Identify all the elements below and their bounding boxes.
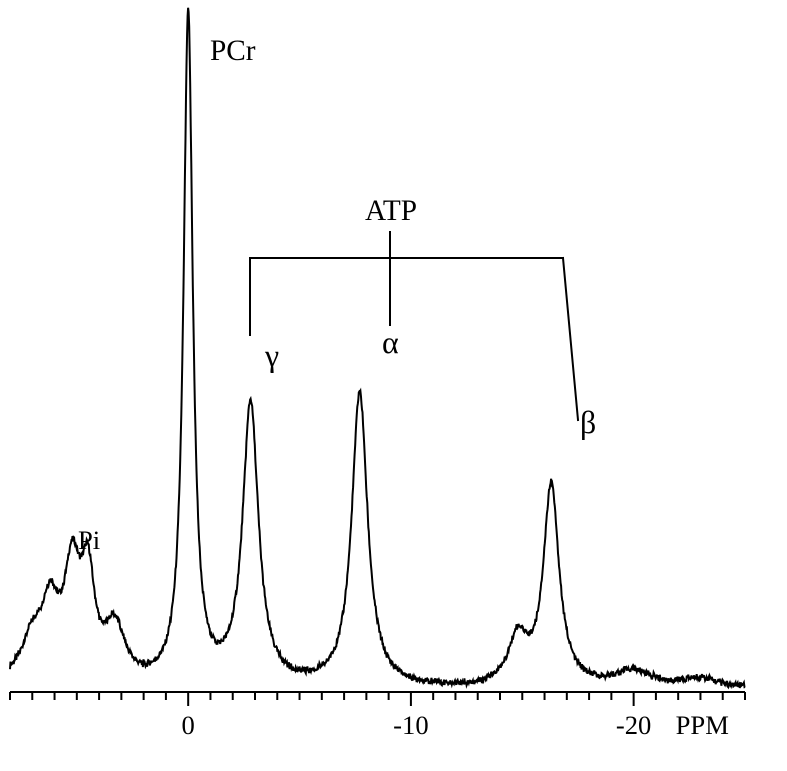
tick-label-neg20: -20: [616, 710, 651, 741]
spectrum-canvas: [0, 0, 787, 771]
label-alpha: α: [382, 325, 399, 361]
tick-label-0: 0: [182, 710, 195, 741]
label-atp: ATP: [365, 195, 417, 228]
label-beta: β: [580, 405, 596, 441]
tick-label-neg10: -10: [393, 710, 428, 741]
label-pcr: PCr: [210, 35, 256, 68]
axis-unit-label: PPM: [676, 710, 729, 741]
atp-bracket: [250, 232, 578, 420]
spectrum-line: [10, 8, 745, 688]
nmr-spectrum-chart: Pi PCr ATP γ α β 0 -10 -20 PPM: [0, 0, 787, 771]
label-pi: Pi: [78, 525, 100, 556]
label-gamma: γ: [265, 338, 279, 374]
